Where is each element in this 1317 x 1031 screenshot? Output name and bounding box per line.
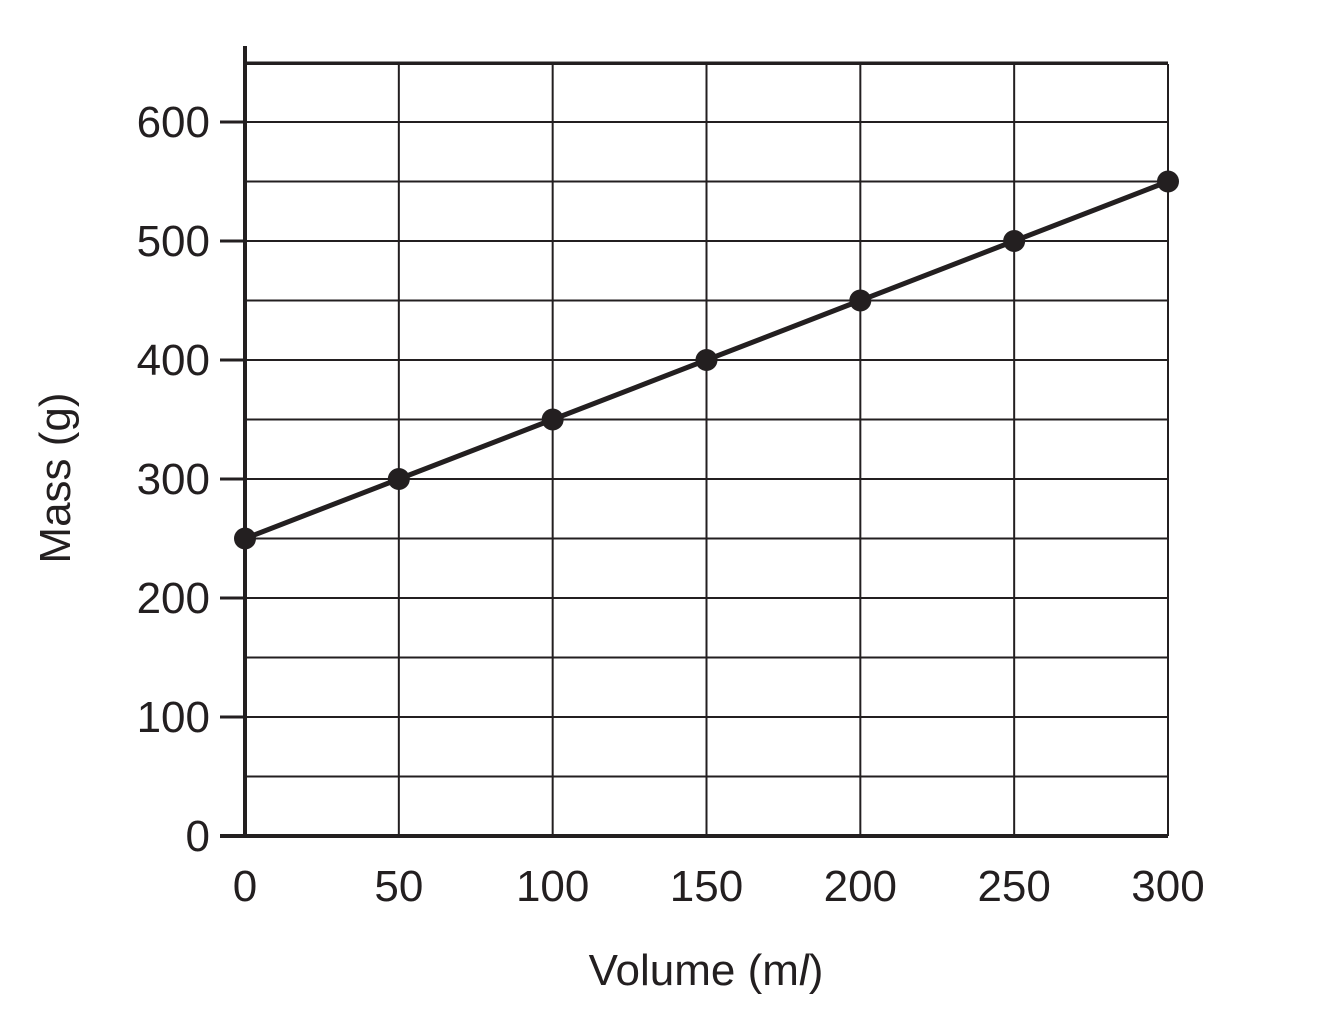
grid xyxy=(245,61,1169,836)
axes xyxy=(220,46,1168,838)
y-tick-label: 500 xyxy=(137,217,210,266)
y-axis-title: Mass (g) xyxy=(31,392,80,563)
data-point xyxy=(1003,230,1026,252)
x-axis-title: Volume (ml) xyxy=(589,946,824,995)
y-tick-label: 300 xyxy=(137,455,210,504)
data-point xyxy=(695,349,718,371)
x-tick-label: 50 xyxy=(374,862,423,911)
x-tick-label: 300 xyxy=(1131,862,1204,911)
x-tick-label: 250 xyxy=(977,862,1050,911)
x-tick-label: 200 xyxy=(824,862,897,911)
y-tick-label: 100 xyxy=(137,693,210,742)
x-tick-label: 150 xyxy=(670,862,743,911)
y-tick-label: 600 xyxy=(137,98,210,147)
data-point xyxy=(849,289,872,312)
x-axis-title-unit: l xyxy=(799,946,810,995)
data-point xyxy=(541,408,564,431)
data-point xyxy=(1157,170,1179,193)
data-point xyxy=(387,468,410,490)
x-tick-label: 100 xyxy=(516,862,589,911)
y-tick-label: 200 xyxy=(137,574,210,623)
x-axis-title-text: Volume (m xyxy=(589,946,799,995)
data-series xyxy=(234,170,1179,550)
tick-labels: 0 100 200 300 400 500 600 0 50 100 150 200 250 300 xyxy=(137,98,1205,911)
data-point xyxy=(234,527,256,550)
y-tick-label: 0 xyxy=(186,812,210,861)
y-tick-label: 400 xyxy=(137,336,210,385)
x-tick-label: 0 xyxy=(233,862,257,911)
x-axis-title-suffix: ) xyxy=(809,946,824,995)
